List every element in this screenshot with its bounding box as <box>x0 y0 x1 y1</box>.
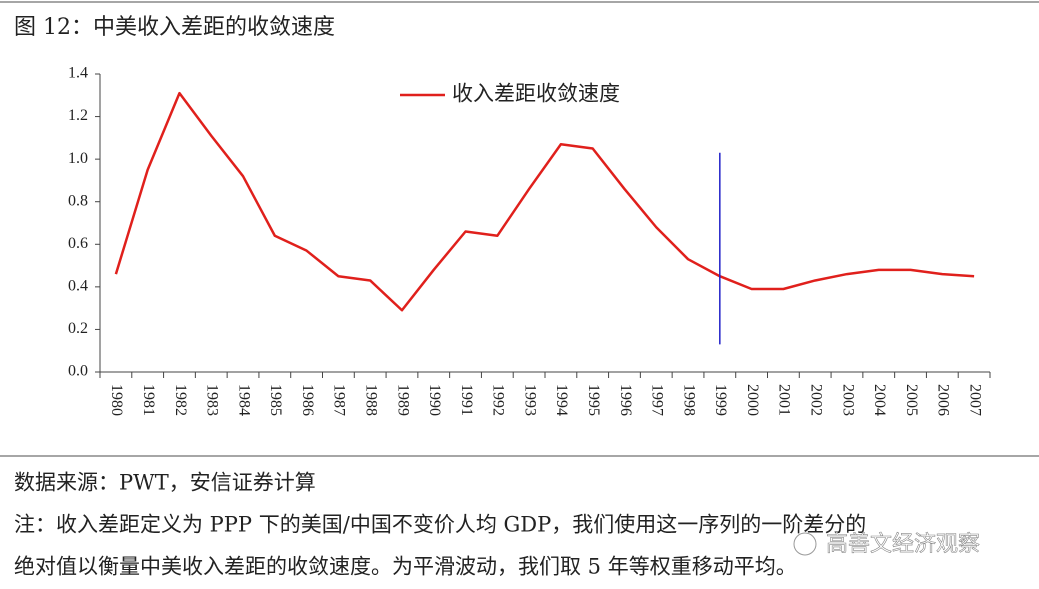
x-tick-label: 2001 <box>776 384 793 416</box>
x-tick-label: 1991 <box>458 384 475 416</box>
x-tick-label: 1985 <box>267 384 284 416</box>
x-tick-label: 2000 <box>744 384 761 416</box>
x-tick-label: 1998 <box>680 384 697 416</box>
x-tick-label: 1996 <box>617 384 634 416</box>
x-tick-label: 1990 <box>426 384 443 416</box>
x-tick-label: 1984 <box>235 384 252 416</box>
y-tick-label: 0.2 <box>68 320 88 337</box>
x-tick-label: 1992 <box>490 384 507 416</box>
x-tick-label: 1999 <box>712 384 729 416</box>
y-tick-label: 1.2 <box>68 107 88 124</box>
x-tick-label: 1987 <box>331 384 348 416</box>
y-tick-label: 0.0 <box>68 363 88 380</box>
x-tick-label: 1988 <box>363 384 380 416</box>
x-tick-label: 1983 <box>204 384 221 416</box>
x-tick-label: 2005 <box>903 384 920 416</box>
y-tick-label: 0.6 <box>68 235 88 252</box>
watermark-icon <box>793 532 817 556</box>
legend-label: 收入差距收敛速度 <box>452 82 620 106</box>
y-tick-label: 0.4 <box>68 278 88 295</box>
x-tick-label: 1986 <box>299 384 316 416</box>
x-tick-label: 1980 <box>108 384 125 416</box>
chart-title: 图 12：中美收入差距的收敛速度 <box>14 15 335 40</box>
x-tick-label: 2003 <box>839 384 856 416</box>
x-tick-label: 1994 <box>553 384 570 416</box>
x-tick-label: 1981 <box>140 384 157 416</box>
x-tick-label: 1995 <box>585 384 602 416</box>
y-tick-label: 1.0 <box>68 150 88 167</box>
watermark: 高善文经济观察 <box>826 532 980 557</box>
source: 数据来源：PWT，安信证券计算 <box>14 471 316 495</box>
note-line: 注：收入差距定义为 PPP 下的美国/中国不变价人均 GDP，我们使用这一序列的… <box>14 513 866 537</box>
y-tick-label: 1.4 <box>68 65 88 82</box>
x-tick-label: 1993 <box>521 384 538 416</box>
y-tick-label: 0.8 <box>68 192 88 209</box>
x-tick-label: 2006 <box>935 384 952 416</box>
x-tick-label: 2002 <box>808 384 825 416</box>
series-line <box>114 91 975 312</box>
x-tick-label: 2007 <box>966 384 983 416</box>
x-tick-label: 1997 <box>649 384 666 416</box>
x-tick-label: 1989 <box>394 384 411 416</box>
note-line: 绝对值以衡量中美收入差距的收敛速度。为平滑波动，我们取 5 年等权重移动平均。 <box>14 555 797 579</box>
x-tick-label: 2004 <box>871 384 888 416</box>
x-tick-label: 1982 <box>172 384 189 416</box>
